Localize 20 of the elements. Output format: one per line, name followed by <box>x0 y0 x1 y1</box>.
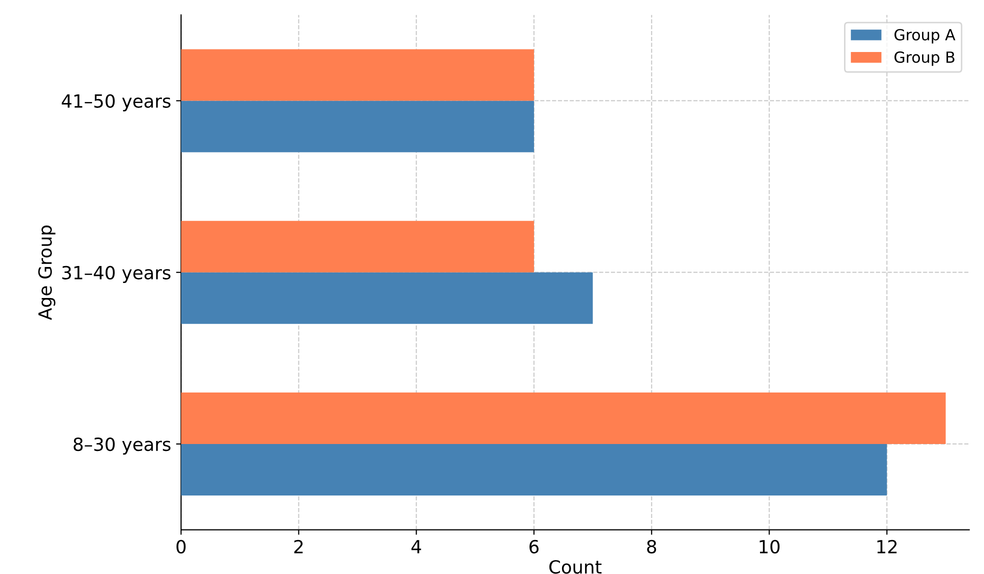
y-axis-title: Age Group <box>38 226 56 320</box>
x-tick-label: 12 <box>877 540 897 554</box>
legend-label: Group B <box>894 51 954 66</box>
x-tick-label: 10 <box>760 540 780 554</box>
bar <box>181 392 946 444</box>
x-tick-label: 2 <box>294 540 303 554</box>
bar <box>181 444 887 496</box>
x-tick-label: 0 <box>176 540 186 554</box>
bar <box>181 49 534 101</box>
x-tick-label: 4 <box>411 540 422 554</box>
bar <box>181 100 534 152</box>
x-tick-label: 8 <box>647 540 656 554</box>
x-tick-label: 6 <box>529 540 539 554</box>
bar <box>181 272 593 324</box>
y-tick-label: 41–50 years <box>62 94 170 112</box>
x-axis-title: Count <box>549 560 602 574</box>
y-tick-label: 31–40 years <box>62 266 170 283</box>
y-tick-label: 8–30 years <box>74 437 170 455</box>
bar <box>181 220 534 272</box>
legend-label: Group A <box>894 28 956 44</box>
